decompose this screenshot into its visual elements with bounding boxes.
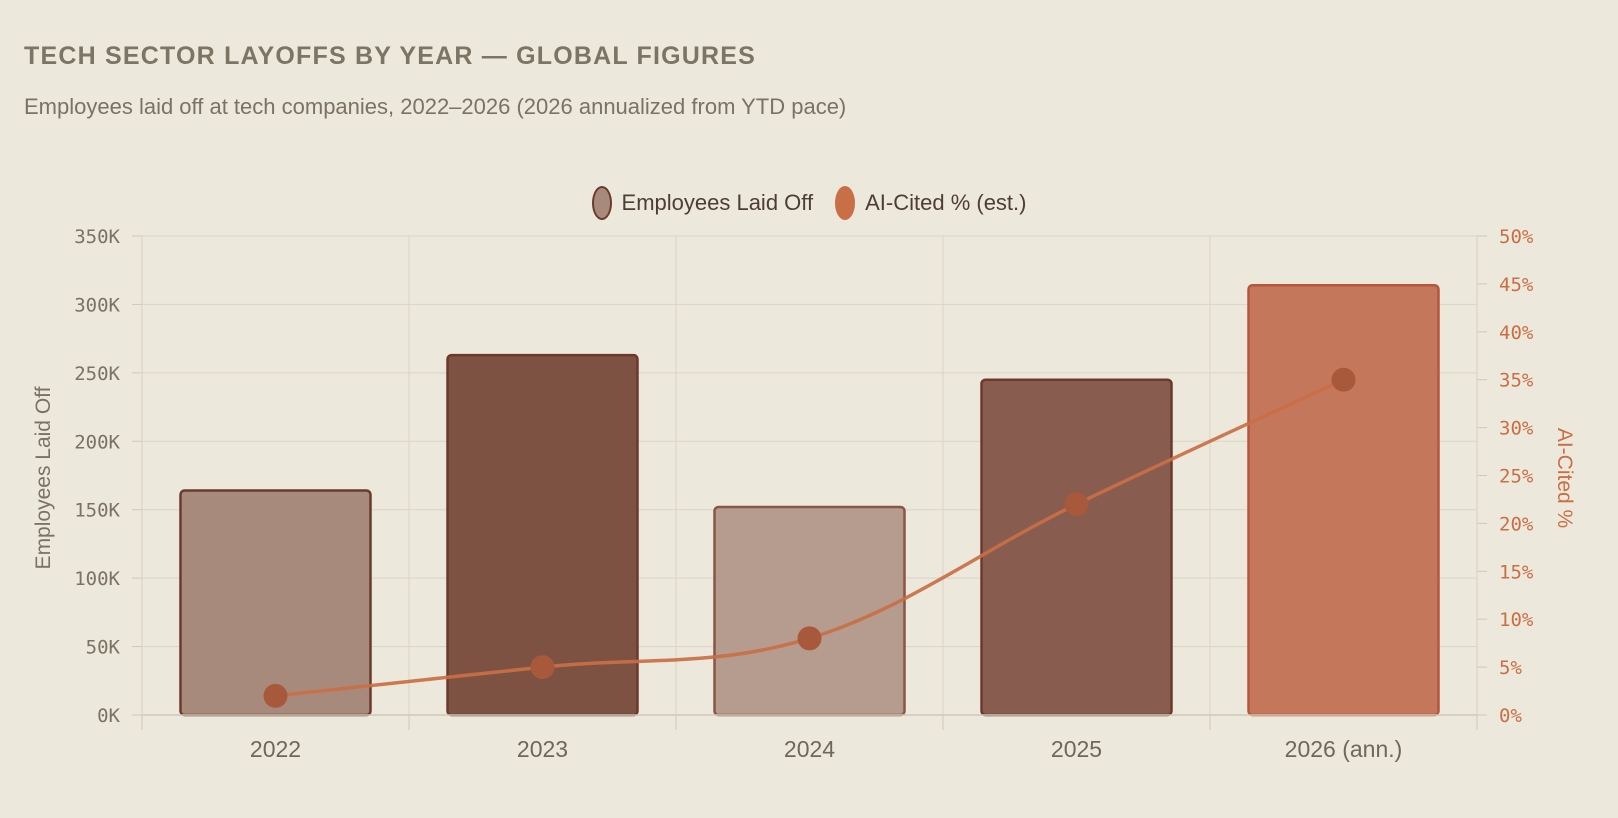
legend-label-ai-cited: AI-Cited % (est.) <box>865 190 1027 215</box>
ai-cited-point-2025 <box>1064 492 1089 517</box>
y2-tick-label: 35% <box>1499 370 1534 392</box>
y2-tick-label: 5% <box>1499 657 1522 679</box>
y-tick-label: 350K <box>74 226 120 248</box>
y2-tick-label: 0% <box>1499 705 1522 727</box>
ai-cited-point-2026-ann <box>1331 367 1356 392</box>
x-tick-label: 2022 <box>250 736 301 762</box>
bar-2022 <box>179 489 372 717</box>
y2-tick-label: 30% <box>1499 418 1534 440</box>
y2-tick-label: 45% <box>1499 274 1534 296</box>
ai-cited-point-2024 <box>797 626 822 651</box>
legend-item-ai-cited[interactable]: AI-Cited % (est.) <box>835 186 1026 220</box>
chart-legend: Employees Laid Off AI-Cited % (est.) <box>0 184 1618 222</box>
y2-tick-label: 20% <box>1499 513 1534 535</box>
chart-subtitle: Employees laid off at tech companies, 20… <box>24 94 847 119</box>
y-tick-label: 300K <box>74 294 120 316</box>
legend-item-employees[interactable]: Employees Laid Off <box>591 186 814 220</box>
chart-title: TECH SECTOR LAYOFFS BY YEAR — GLOBAL FIG… <box>24 42 757 70</box>
x-tick-label: 2024 <box>784 736 835 762</box>
legend-swatch-ai-cited <box>835 186 856 220</box>
y2-tick-label: 40% <box>1499 322 1534 344</box>
legend-label-employees: Employees Laid Off <box>621 190 814 215</box>
y2-tick-label: 50% <box>1499 226 1534 248</box>
ai-cited-point-2022 <box>263 683 288 708</box>
y2-axis-label: AI-Cited % <box>1553 428 1576 528</box>
y-tick-label: 50K <box>86 637 121 659</box>
y-tick-label: 200K <box>74 431 120 453</box>
y2-tick-label: 25% <box>1499 466 1534 488</box>
y2-tick-label: 15% <box>1499 561 1534 583</box>
axes-layer: 0K 50K 100K 150K 200K 250K 300K 350K 0% 5% 10% 15% 2… <box>74 226 1534 762</box>
bars-layer <box>179 284 1440 717</box>
y2-tick-label: 10% <box>1499 609 1534 631</box>
ai-cited-point-2023 <box>530 655 555 680</box>
x-tick-label: 2023 <box>517 736 568 762</box>
y-tick-label: 250K <box>74 363 120 385</box>
y-tick-label: 0K <box>97 705 120 727</box>
bar-2026-ann <box>1247 284 1440 717</box>
line-layer <box>263 367 1356 708</box>
bar-2025 <box>980 378 1173 717</box>
y-tick-label: 150K <box>74 500 120 522</box>
x-tick-label: 2025 <box>1051 736 1102 762</box>
legend-swatch-employees <box>591 186 612 220</box>
x-tick-label: 2026 (ann.) <box>1285 736 1403 762</box>
y-tick-label: 100K <box>74 568 120 590</box>
y-axis-label: Employees Laid Off <box>32 386 55 569</box>
